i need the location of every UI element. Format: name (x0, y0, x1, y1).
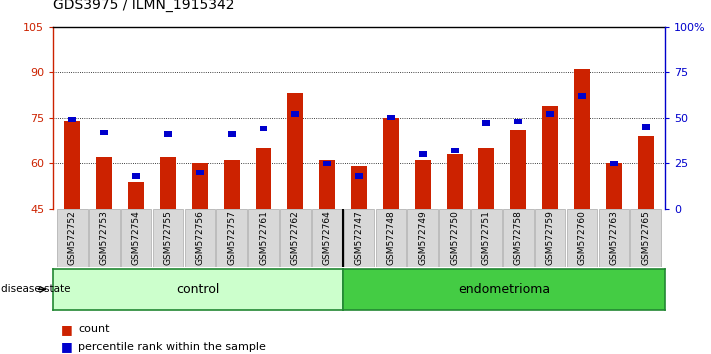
Text: GSM572749: GSM572749 (418, 211, 427, 266)
Bar (216, 210, 247, 267)
Text: GSM572751: GSM572751 (482, 211, 491, 266)
Bar (351, 166, 367, 209)
Bar (479, 148, 494, 209)
Text: GSM572763: GSM572763 (609, 211, 619, 266)
Bar (483, 120, 491, 126)
Text: GSM572747: GSM572747 (355, 211, 363, 266)
Bar (100, 130, 108, 135)
Bar (355, 173, 363, 179)
Bar (196, 170, 204, 175)
Bar (292, 111, 299, 117)
Text: GSM572750: GSM572750 (450, 211, 459, 266)
Bar (606, 163, 622, 209)
Bar (153, 210, 183, 267)
Bar (121, 210, 151, 267)
Bar (185, 210, 215, 267)
Bar (546, 111, 554, 117)
Text: percentile rank within the sample: percentile rank within the sample (78, 342, 266, 352)
Text: ■: ■ (60, 323, 73, 336)
Text: GSM572764: GSM572764 (323, 211, 332, 266)
Bar (89, 210, 119, 267)
Bar (383, 118, 399, 209)
Bar (287, 93, 304, 209)
Bar (260, 126, 267, 131)
Bar (514, 119, 523, 124)
Text: GSM572756: GSM572756 (196, 211, 204, 266)
Bar (387, 115, 395, 120)
Bar (567, 210, 597, 267)
Bar (57, 210, 87, 267)
Bar (407, 210, 438, 267)
Bar (415, 160, 431, 209)
Text: GSM572752: GSM572752 (68, 211, 77, 266)
Bar (228, 131, 235, 137)
Bar (503, 210, 533, 267)
Bar (599, 210, 629, 267)
Text: GSM572753: GSM572753 (100, 211, 109, 266)
Text: GSM572765: GSM572765 (641, 211, 650, 266)
Text: GDS3975 / ILMN_1915342: GDS3975 / ILMN_1915342 (53, 0, 235, 12)
Bar (574, 69, 590, 209)
Text: GSM572760: GSM572760 (577, 211, 587, 266)
Text: GSM572762: GSM572762 (291, 211, 300, 266)
Bar (535, 210, 565, 267)
Bar (192, 163, 208, 209)
Text: disease state: disease state (1, 284, 70, 295)
Text: GSM572757: GSM572757 (228, 211, 236, 266)
Bar (344, 210, 375, 267)
Bar (248, 210, 279, 267)
Bar (578, 93, 586, 98)
Text: ■: ■ (60, 341, 73, 353)
Bar (65, 121, 80, 209)
Bar (542, 105, 558, 209)
Text: endometrioma: endometrioma (458, 283, 550, 296)
Bar (471, 210, 502, 267)
Bar (164, 131, 172, 137)
Bar (447, 154, 463, 209)
Bar (451, 148, 459, 153)
Bar (319, 160, 335, 209)
Bar (224, 160, 240, 209)
Bar (324, 161, 331, 166)
Text: GSM572758: GSM572758 (514, 211, 523, 266)
Bar (610, 161, 618, 166)
Text: GSM572759: GSM572759 (545, 211, 555, 266)
Text: count: count (78, 324, 109, 334)
Text: control: control (176, 283, 220, 296)
Bar (96, 157, 112, 209)
Text: GSM572748: GSM572748 (386, 211, 395, 266)
Bar (510, 130, 526, 209)
Bar (631, 210, 661, 267)
Bar (255, 148, 272, 209)
Bar (439, 210, 470, 267)
Text: GSM572755: GSM572755 (164, 211, 173, 266)
Bar (160, 157, 176, 209)
Bar (375, 210, 406, 267)
Bar (128, 182, 144, 209)
Bar (132, 173, 140, 179)
Bar (642, 124, 650, 130)
Bar (280, 210, 311, 267)
Bar (312, 210, 343, 267)
Text: GSM572754: GSM572754 (132, 211, 141, 266)
Bar (68, 117, 76, 122)
Text: GSM572761: GSM572761 (259, 211, 268, 266)
Bar (638, 136, 653, 209)
Bar (419, 152, 427, 157)
